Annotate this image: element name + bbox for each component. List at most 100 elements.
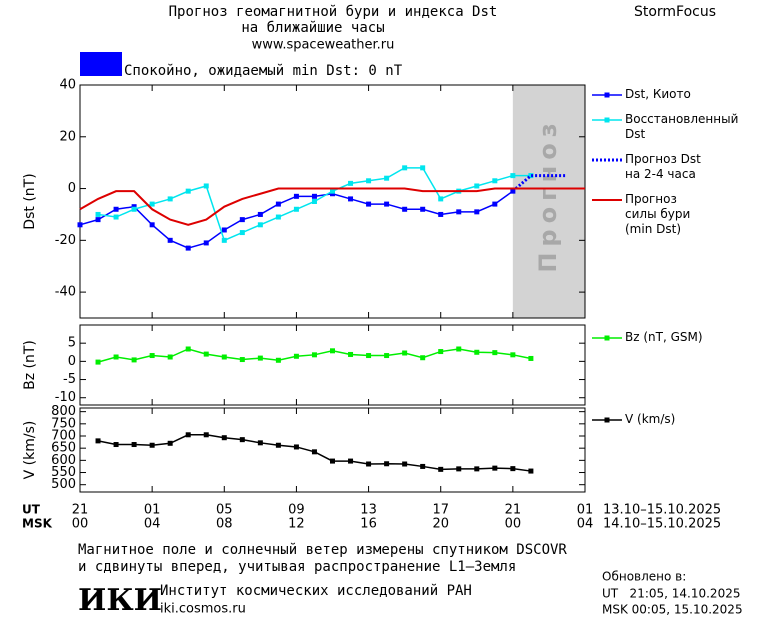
- y-tick-label: -5: [63, 372, 76, 387]
- data-point: [275, 357, 281, 363]
- x2-tick-label: 04: [144, 517, 161, 532]
- forecast-region: [512, 85, 585, 318]
- data-point: [167, 237, 173, 243]
- data-point: [420, 463, 426, 469]
- y-tick-label: 5: [68, 336, 76, 351]
- x-tick-label: 21: [505, 503, 522, 518]
- data-point: [185, 432, 191, 438]
- data-point: [275, 201, 281, 207]
- data-point: [456, 466, 462, 472]
- data-point: [113, 206, 119, 212]
- data-point: [510, 466, 516, 472]
- data-point: [311, 193, 317, 199]
- series-line: [97, 167, 531, 242]
- data-point: [528, 468, 534, 474]
- data-point: [492, 350, 498, 356]
- data-point: [77, 222, 83, 228]
- data-point: [474, 183, 480, 189]
- institute: Институт космических исследований РАН: [160, 583, 472, 599]
- x-tick-label: 05: [216, 503, 233, 518]
- x2-axis-label: MSK: [22, 517, 53, 531]
- y-tick-label: 0: [68, 181, 76, 196]
- data-point: [402, 350, 408, 356]
- data-point: [203, 351, 209, 357]
- data-point: [257, 211, 263, 217]
- y-axis-label: Dst (nT): [22, 173, 38, 229]
- legend-marker: [604, 335, 610, 341]
- updated-label: Обновлено в:: [602, 570, 686, 584]
- data-point: [311, 352, 317, 358]
- data-point: [167, 354, 173, 360]
- data-point: [402, 165, 408, 171]
- data-point: [420, 165, 426, 171]
- x2-tick-label: 20: [432, 517, 449, 532]
- data-point: [330, 348, 335, 354]
- x-axis-label: UT: [22, 503, 41, 517]
- data-point: [420, 355, 426, 361]
- data-point: [257, 355, 263, 361]
- data-point: [293, 193, 299, 199]
- data-point: [438, 349, 444, 355]
- forecast-label: Прогноз: [534, 117, 562, 272]
- x2-tick-label: 08: [216, 517, 233, 532]
- x-range: 13.10–15.10.2025: [603, 503, 721, 518]
- data-point: [330, 191, 335, 197]
- data-point: [402, 461, 408, 467]
- data-point: [384, 175, 390, 181]
- data-point: [474, 349, 480, 355]
- data-point: [438, 196, 444, 202]
- y-tick-label: 550: [51, 465, 76, 480]
- legend-label: Прогноз Dst на 2-4 часа: [625, 152, 701, 181]
- data-point: [131, 204, 137, 210]
- data-point: [438, 466, 444, 472]
- x-tick-label: 21: [72, 503, 89, 518]
- data-point: [311, 199, 317, 204]
- data-point: [131, 357, 137, 363]
- data-point: [348, 351, 354, 357]
- x2-tick-label: 04: [577, 517, 594, 532]
- y-tick-label: 20: [59, 129, 76, 144]
- series-line: [79, 190, 514, 249]
- data-point: [221, 227, 227, 233]
- legend-marker: [604, 417, 610, 423]
- data-point: [185, 245, 191, 251]
- plot-frame: [79, 407, 586, 493]
- data-point: [366, 178, 372, 184]
- data-point: [95, 359, 101, 365]
- data-point: [113, 354, 119, 360]
- logo: ИКИ: [78, 583, 162, 618]
- data-point: [348, 180, 354, 186]
- data-point: [113, 442, 119, 448]
- data-point: [348, 196, 354, 202]
- data-point: [492, 178, 498, 184]
- legend-label: Bz (nT, GSM): [625, 330, 703, 344]
- x-tick-label: 13: [360, 503, 377, 518]
- data-point: [366, 461, 372, 467]
- footer-note: Магнитное поле и солнечный ветер измерен…: [78, 542, 567, 558]
- updated-msk: MSK 00:05, 15.10.2025: [602, 603, 743, 617]
- data-point: [510, 173, 516, 179]
- data-point: [239, 230, 245, 236]
- legend-label: V (km/s): [625, 412, 676, 426]
- series-line: [79, 187, 585, 226]
- brand: StormFocus: [634, 4, 716, 20]
- data-point: [239, 357, 245, 363]
- data-point: [221, 237, 227, 243]
- data-point: [257, 222, 263, 228]
- x-tick-label: 01: [577, 503, 594, 518]
- data-point: [113, 214, 119, 220]
- subtitle: на ближайшие часы: [241, 20, 384, 36]
- y-tick-label: 750: [51, 416, 76, 431]
- data-point: [149, 201, 155, 207]
- data-point: [275, 214, 281, 220]
- legend-label: Восстановленный Dst: [625, 112, 739, 141]
- url: www.spaceweather.ru: [252, 38, 395, 53]
- x-tick-label: 09: [288, 503, 305, 518]
- x-tick-label: 17: [432, 503, 449, 518]
- plot-frame: [79, 324, 586, 406]
- data-point: [366, 353, 372, 359]
- data-point: [348, 458, 354, 464]
- title: Прогноз геомагнитной бури и индекса Dst: [169, 4, 498, 20]
- data-point: [528, 355, 534, 361]
